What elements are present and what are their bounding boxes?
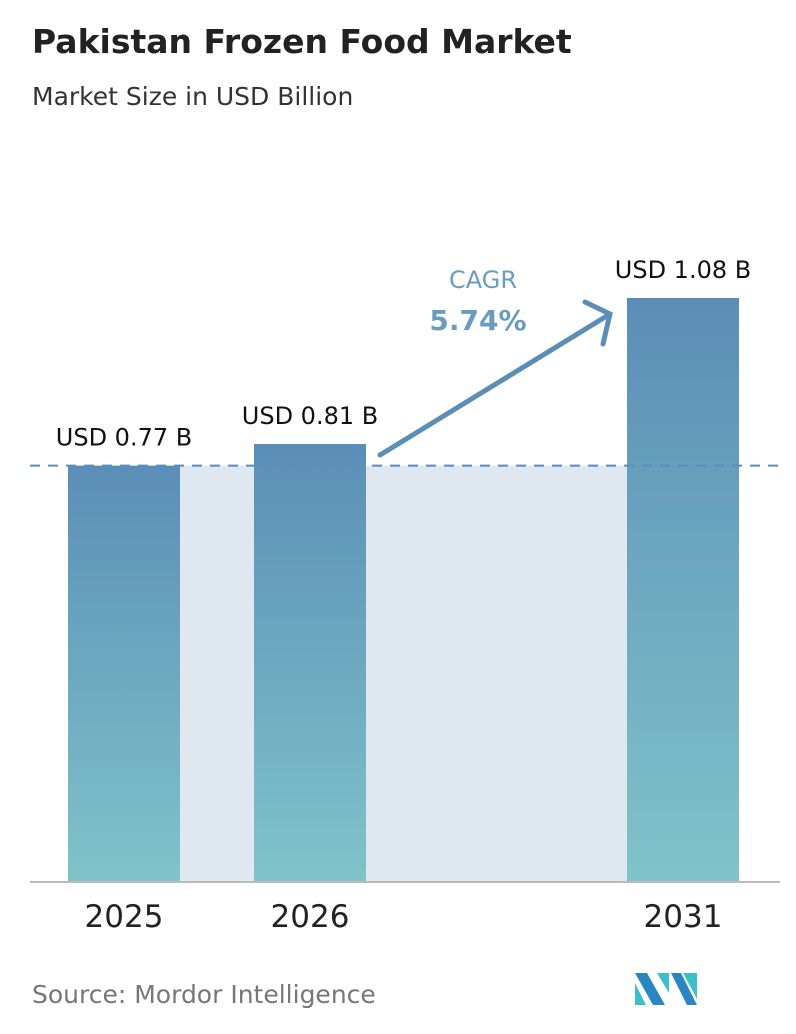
shaded-region [180, 465, 627, 882]
bar-2031 [627, 298, 739, 882]
mordor-logo [635, 973, 697, 1005]
chart-subtitle: Market Size in USD Billion [32, 82, 354, 111]
source-note: Source: Mordor Intelligence [32, 980, 376, 1009]
bar-2025 [68, 465, 180, 882]
x-tick-2031: 2031 [644, 899, 723, 935]
cagr-label: CAGR [449, 266, 517, 294]
bar-2026 [254, 444, 366, 882]
data-label-2025: USD 0.77 B [56, 424, 192, 452]
data-label-2026: USD 0.81 B [242, 402, 378, 430]
x-tick-2026: 2026 [271, 899, 350, 935]
chart-title: Pakistan Frozen Food Market [32, 22, 572, 61]
x-tick-2025: 2025 [85, 899, 164, 935]
cagr-arrow [377, 299, 613, 458]
data-label-2031: USD 1.08 B [615, 256, 751, 284]
cagr-value: 5.74% [429, 304, 526, 337]
